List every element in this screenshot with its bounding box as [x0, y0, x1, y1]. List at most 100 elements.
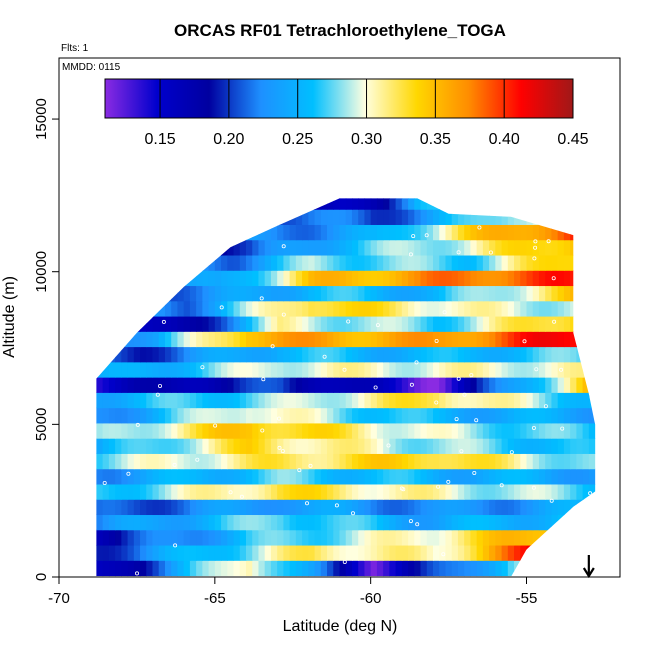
heatmap-cell — [576, 422, 584, 439]
heatmap-cell — [121, 239, 129, 256]
date-label: MMDD: 0115 — [62, 62, 121, 73]
heatmap-cell — [233, 407, 241, 424]
heatmap-cell — [264, 254, 272, 271]
heatmap-cell — [588, 270, 596, 287]
heatmap-cell — [227, 438, 235, 454]
heatmap-cell — [551, 198, 559, 210]
heatmap-cell — [532, 514, 540, 531]
x-tick-label: -55 — [516, 590, 538, 607]
heatmap-cell — [283, 453, 291, 470]
heatmap-cell — [196, 254, 203, 271]
heatmap-cell — [208, 198, 216, 210]
heatmap-cell — [320, 499, 328, 516]
heatmap-cell — [327, 209, 334, 225]
heatmap-cell — [414, 315, 422, 332]
sample-point — [533, 239, 538, 244]
heatmap-cell — [551, 361, 559, 378]
heatmap-cell — [345, 270, 353, 287]
heatmap-cell — [551, 346, 559, 363]
heatmap-cell — [314, 331, 322, 348]
heatmap-cell — [183, 254, 191, 271]
heatmap-cell — [196, 224, 203, 241]
heatmap-cell — [121, 300, 129, 317]
heatmap-cell — [345, 377, 353, 393]
heatmap-cell — [171, 422, 179, 439]
heatmap-cell — [152, 254, 160, 271]
heatmap-cell — [451, 254, 459, 271]
heatmap-cell — [183, 560, 191, 577]
heatmap-cell — [563, 392, 571, 409]
heatmap-cell — [376, 438, 384, 454]
heatmap-cell — [320, 224, 328, 241]
heatmap-cell — [252, 209, 260, 225]
heatmap-cell — [495, 254, 503, 271]
heatmap-cell — [327, 315, 334, 332]
heatmap-cell — [146, 346, 154, 363]
heatmap-cell — [314, 209, 322, 225]
heatmap-cell — [308, 438, 316, 454]
heatmap-cell — [221, 407, 228, 424]
heatmap-cell — [389, 468, 397, 485]
heatmap-cell — [507, 361, 515, 378]
heatmap-cell — [295, 377, 303, 393]
heatmap-cell — [570, 499, 577, 516]
heatmap-cell — [127, 331, 135, 348]
heatmap-cell — [295, 468, 303, 485]
heatmap-cell — [433, 407, 440, 424]
heatmap-cell — [295, 239, 303, 256]
heatmap-cell — [277, 529, 284, 546]
heatmap-cell — [526, 560, 534, 577]
heatmap-cell — [570, 377, 577, 393]
heatmap-cell — [582, 422, 590, 439]
heatmap-cell — [401, 315, 409, 332]
heatmap-cell — [445, 422, 453, 439]
heatmap-cell — [383, 331, 390, 348]
heatmap-cell — [177, 315, 185, 332]
heatmap-cell — [595, 377, 596, 393]
heatmap-cell — [476, 285, 484, 302]
heatmap-cell — [96, 499, 104, 516]
heatmap-cell — [115, 483, 122, 500]
heatmap-cell — [414, 468, 422, 485]
heatmap-cell — [570, 392, 577, 409]
heatmap-cell — [532, 346, 540, 363]
sample-point — [260, 428, 265, 433]
heatmap-cell — [96, 270, 97, 287]
heatmap-cell — [320, 377, 328, 393]
heatmap-cell — [295, 254, 303, 271]
heatmap-cell — [115, 315, 122, 332]
heatmap-cell — [383, 407, 390, 424]
heatmap-cell — [364, 483, 372, 500]
heatmap-cell — [501, 198, 509, 210]
heatmap-cell — [327, 483, 334, 500]
heatmap-cell — [252, 300, 260, 317]
heatmap-cell — [115, 514, 122, 531]
heatmap-cell — [451, 438, 459, 454]
heatmap-cell — [370, 315, 378, 332]
heatmap-cell — [102, 392, 110, 409]
heatmap-cell — [514, 529, 521, 546]
heatmap-cell — [420, 438, 428, 454]
heatmap-cell — [96, 514, 104, 531]
heatmap-cell — [283, 438, 291, 454]
heatmap-cell — [246, 529, 253, 546]
heatmap-cell — [464, 315, 471, 332]
heatmap-cell — [476, 392, 484, 409]
heatmap-cell — [270, 377, 278, 393]
heatmap-cell — [532, 453, 540, 470]
heatmap-cell — [445, 224, 453, 241]
heatmap-cell — [102, 499, 110, 516]
sample-point — [152, 271, 157, 276]
heatmap-cell — [489, 254, 496, 271]
heatmap-cell — [495, 198, 503, 210]
heatmap-cell — [489, 438, 496, 454]
heatmap-cell — [532, 560, 540, 577]
heatmap-cell — [102, 300, 110, 317]
heatmap-cell — [557, 346, 565, 363]
heatmap-cell — [277, 422, 284, 439]
heatmap-cell — [202, 270, 210, 287]
heatmap-cell — [246, 209, 253, 225]
heatmap-cell — [376, 270, 384, 287]
heatmap-cell — [252, 346, 260, 363]
heatmap-cell — [214, 407, 222, 424]
